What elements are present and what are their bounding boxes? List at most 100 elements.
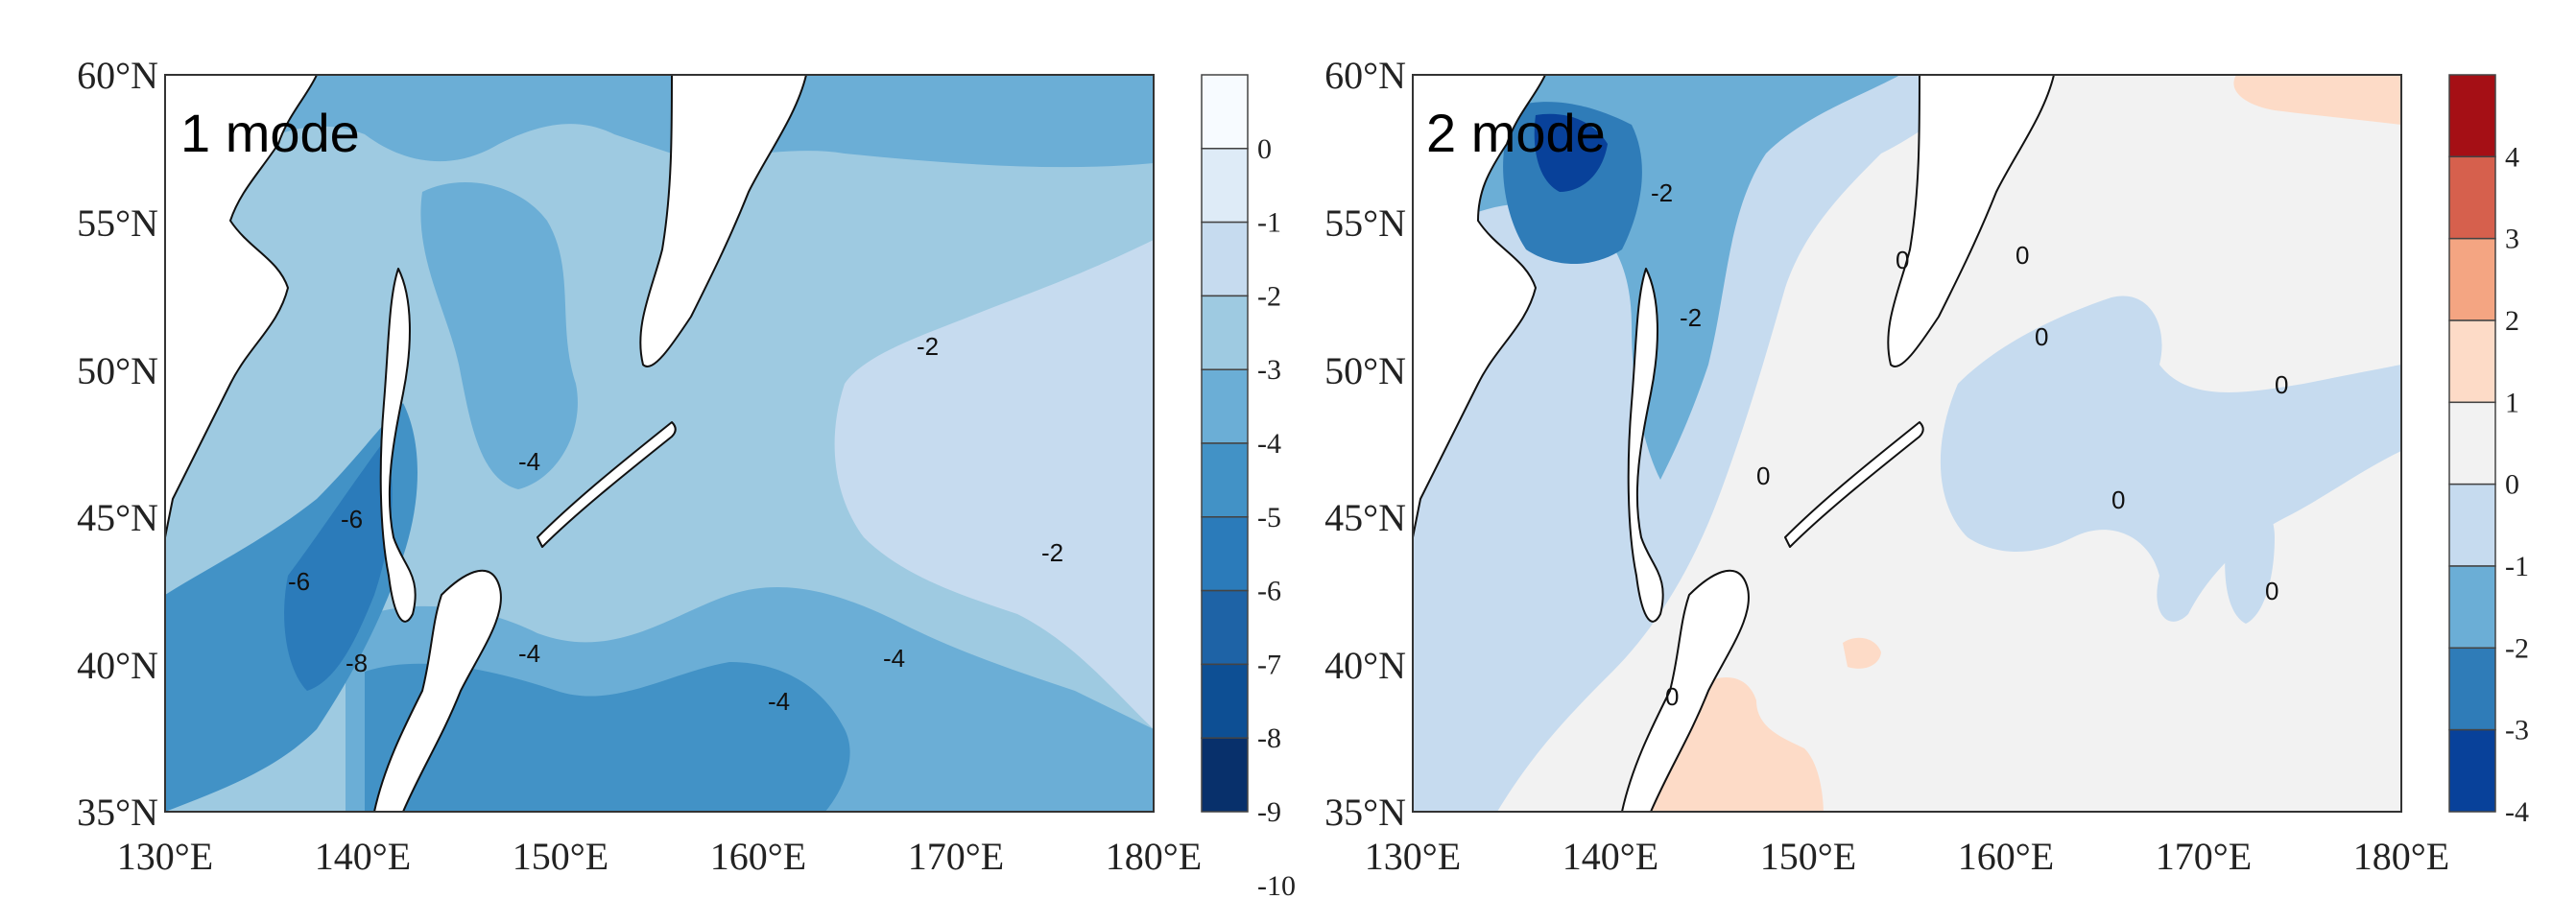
colorbar-swatch: [2448, 155, 2496, 240]
colorbar-swatch: [2448, 401, 2496, 485]
map-mode1: [165, 75, 1154, 812]
y-tick-label: 40°N: [77, 644, 158, 687]
x-tick-label: 140°E: [315, 835, 411, 878]
colorbar-swatch: [1201, 589, 1249, 666]
x-tick-label: 150°E: [1760, 835, 1856, 878]
colorbar-label: -2: [2505, 632, 2529, 664]
panel-title: 1 mode: [180, 103, 360, 163]
land-kamchatka: [1887, 75, 2055, 367]
panel-mode2: -2 -2 0 0 0 0 0 0 0 0 2 mode 60°N 55°N 5…: [1324, 54, 2529, 878]
x-tick-label: 170°E: [908, 835, 1004, 878]
colorbar-label: 3: [2505, 224, 2519, 255]
contour-label: 0: [2265, 577, 2278, 605]
colorbar-label: 2: [2505, 305, 2519, 337]
contour-label: -2: [1651, 178, 1673, 207]
colorbar-label: -7: [1257, 649, 1281, 680]
x-axis-mode2: 130°E 140°E 150°E 160°E 170°E 180°E: [1365, 835, 2449, 878]
colorbar-label: -6: [1257, 576, 1281, 607]
land-japan: [1621, 569, 1750, 812]
contour-label: -6: [288, 567, 310, 596]
colorbar-swatch: [2448, 728, 2496, 813]
colorbar-label: 4: [2505, 141, 2519, 173]
y-tick-label: 50°N: [1324, 349, 1406, 392]
x-tick-label: 160°E: [1958, 835, 2054, 878]
contour-label: 0: [1756, 462, 1770, 490]
contour-label: -2: [1680, 303, 1702, 332]
land-sakhalin: [379, 268, 417, 623]
colorbar-swatch: [1201, 737, 1249, 813]
y-axis-mode2: 60°N 55°N 50°N 45°N 40°N 35°N: [1324, 54, 1406, 834]
x-axis-mode1: 130°E 140°E 150°E 160°E 170°E 180°E: [117, 835, 1202, 878]
y-axis-mode1: 60°N 55°N 50°N 45°N 40°N 35°N: [77, 54, 158, 834]
colorbar-label: -1: [1257, 207, 1281, 239]
colorbar-label: -3: [1257, 354, 1281, 386]
panel-mode1: -2 -2 -4 -4 -4 -4 -6 -6 -8 1 mode 60°N 5…: [77, 54, 1296, 902]
contour-fill-south-dark: [365, 662, 850, 812]
y-tick-label: 45°N: [77, 496, 158, 539]
colorbar-mode2: 4 3 2 1 0 -1 -2 -3 -4: [2448, 74, 2529, 828]
colorbar-swatch: [2448, 320, 2496, 404]
map-mode2: [1413, 75, 2401, 812]
colorbar-label: 0: [2505, 469, 2519, 501]
y-tick-label: 60°N: [1324, 54, 1406, 97]
colorbar-swatch: [1201, 442, 1249, 518]
land-kamchatka: [639, 75, 807, 367]
map-frame-mode1: [164, 74, 1155, 813]
colorbar-label: 0: [1257, 133, 1272, 165]
y-tick-label: 35°N: [77, 791, 158, 834]
x-tick-label: 150°E: [513, 835, 608, 878]
colorbar-label: -8: [1257, 722, 1281, 754]
y-tick-label: 40°N: [1324, 644, 1406, 687]
colorbar-label: -4: [2505, 796, 2529, 828]
contour-fill-light: [834, 240, 1154, 729]
contour-fill-pink-ne: [2233, 75, 2401, 125]
contour-fill-pink-south: [1632, 677, 1824, 812]
y-tick-label: 55°N: [1324, 201, 1406, 245]
land-japan: [373, 569, 502, 812]
map-frame-mode2: [1412, 74, 2402, 813]
contour-fill-nw-darkest: [1534, 113, 1608, 192]
colorbar-swatch: [2448, 647, 2496, 731]
contour-label: 0: [2275, 370, 2288, 399]
x-tick-label: 130°E: [1365, 835, 1461, 878]
x-tick-label: 180°E: [1106, 835, 1202, 878]
colorbar-swatch: [1201, 295, 1249, 370]
colorbar-swatch: [1201, 516, 1249, 592]
contour-label: 0: [1665, 682, 1679, 711]
x-tick-label: 160°E: [710, 835, 806, 878]
colorbar-swatch: [1201, 368, 1249, 444]
contour-fill-mid-north: [165, 75, 1154, 173]
colorbar-swatch: [1201, 663, 1249, 739]
y-tick-label: 50°N: [77, 349, 158, 392]
colorbar-label: 1: [2505, 387, 2519, 418]
x-tick-label: 180°E: [2353, 835, 2449, 878]
land-kuril-chain: [1784, 421, 1924, 548]
contour-label: 0: [2111, 485, 2125, 514]
contour-label: -6: [341, 505, 363, 533]
colorbar-swatch: [2448, 74, 2496, 158]
land-asia: [1413, 75, 1546, 538]
contour-label: -2: [917, 332, 939, 361]
x-tick-label: 130°E: [117, 835, 213, 878]
colorbar-swatch: [2448, 237, 2496, 321]
colorbar-swatch: [2448, 565, 2496, 650]
contour-label: 0: [2035, 322, 2048, 351]
land-sakhalin: [1627, 268, 1664, 623]
colorbar-swatch: [1201, 148, 1249, 224]
contour-fill-pink-blob: [1843, 637, 1881, 669]
colorbar-label: -10: [1257, 870, 1296, 902]
contour-label: -8: [346, 649, 368, 677]
contour-label: -4: [768, 687, 790, 716]
panel-title: 2 mode: [1426, 103, 1606, 163]
y-tick-label: 60°N: [77, 54, 158, 97]
contour-label: -4: [883, 644, 905, 673]
contour-label: -4: [518, 447, 540, 476]
colorbar-label: -9: [1257, 796, 1281, 828]
y-tick-label: 35°N: [1324, 791, 1406, 834]
colorbar-swatch: [2448, 483, 2496, 567]
x-tick-label: 170°E: [2156, 835, 2252, 878]
contour-fill-okhotsk: [420, 182, 578, 489]
colorbar-mode1: 0 -1 -2 -3 -4 -5 -6 -7 -8 -9 -10: [1201, 74, 1296, 902]
y-tick-label: 45°N: [1324, 496, 1406, 539]
y-tick-label: 55°N: [77, 201, 158, 245]
